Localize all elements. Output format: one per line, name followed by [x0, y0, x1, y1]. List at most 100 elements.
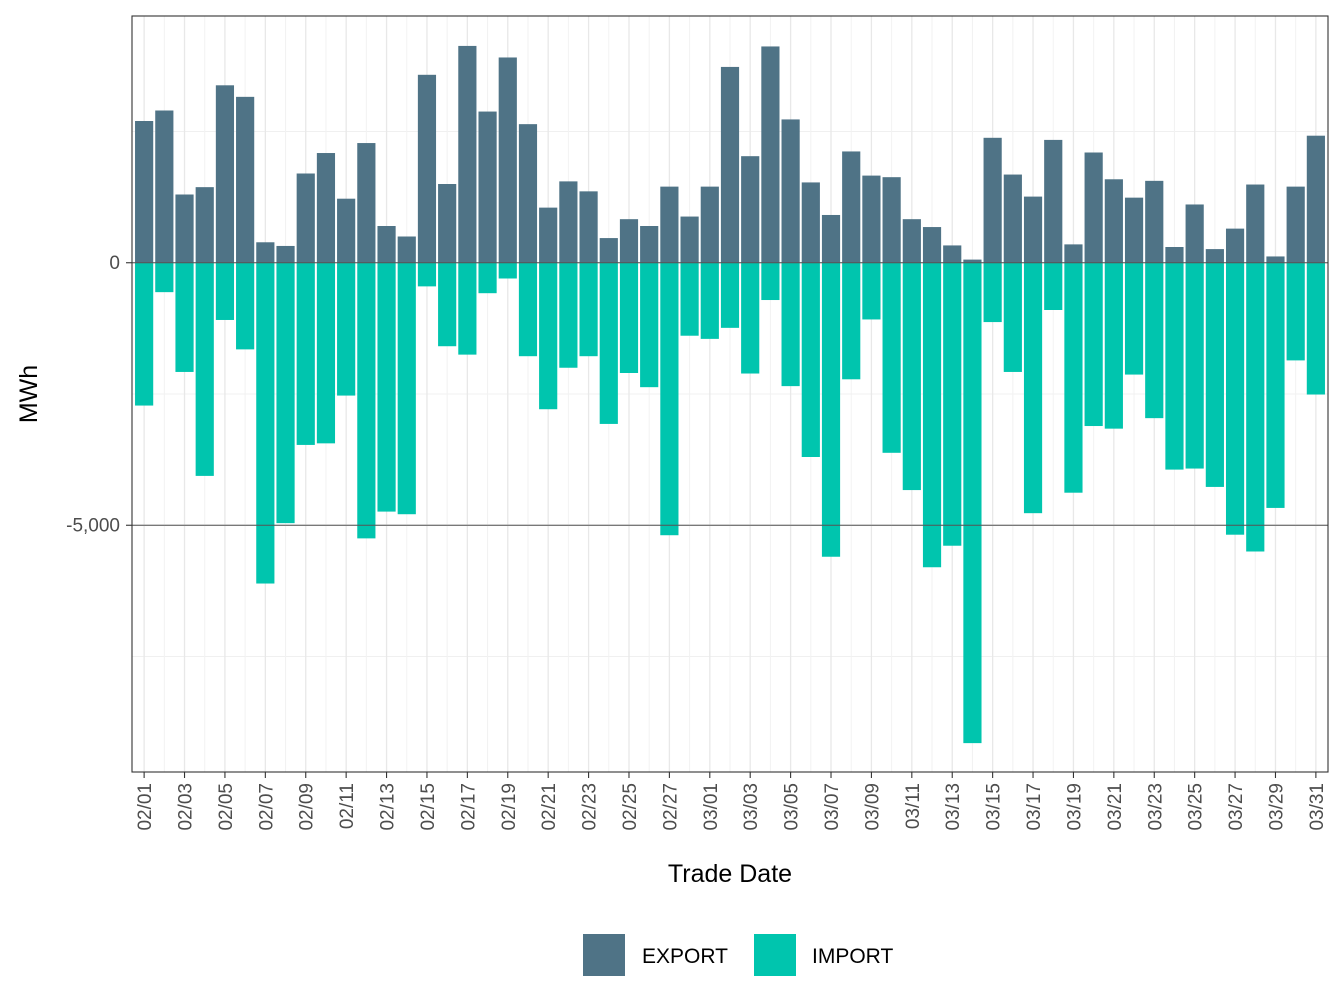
- bar-export-02-08: [276, 245, 295, 263]
- bar-import-03-12: [922, 262, 942, 568]
- bar-export-02-11: [337, 198, 356, 263]
- y-axis-title: MWh: [15, 365, 43, 423]
- x-tick-label: 02/27: [660, 783, 681, 831]
- bar-import-02-22: [559, 262, 578, 368]
- bar-export-02-16: [438, 184, 457, 263]
- bar-import-03-20: [1084, 262, 1103, 427]
- bar-import-02-11: [337, 262, 356, 396]
- bar-export-02-12: [357, 143, 376, 263]
- x-tick-label: 03/19: [1064, 783, 1085, 831]
- bar-export-02-06: [236, 96, 255, 263]
- bar-export-02-01: [135, 121, 154, 263]
- bar-import-02-02: [155, 262, 174, 293]
- bar-import-03-23: [1145, 262, 1164, 419]
- bar-export-03-09: [862, 175, 881, 263]
- x-tick-label: 03/31: [1307, 783, 1328, 831]
- bar-import-02-06: [236, 262, 255, 350]
- bar-export-02-02: [155, 110, 174, 263]
- bar-export-02-24: [599, 238, 618, 263]
- bar-export-03-25: [1185, 204, 1204, 263]
- bar-import-03-16: [1003, 262, 1022, 372]
- bar-import-03-07: [821, 262, 841, 557]
- bar-export-02-09: [296, 173, 315, 263]
- bar-import-02-14: [397, 262, 416, 515]
- panel-border: [131, 15, 1329, 773]
- bar-import-03-15: [983, 262, 1002, 323]
- bar-export-02-27: [660, 186, 679, 263]
- x-tick-label: 02/23: [580, 783, 601, 831]
- x-tick-label: 03/15: [984, 783, 1005, 831]
- bar-export-03-29: [1266, 256, 1285, 263]
- bar-export-03-10: [882, 177, 901, 263]
- bar-import-02-05: [215, 262, 235, 320]
- x-tick-label: 02/19: [499, 783, 520, 831]
- x-tick-label: 02/09: [297, 783, 318, 831]
- bar-import-03-05: [781, 262, 800, 387]
- x-tick-label: 02/07: [256, 783, 277, 831]
- bar-import-02-15: [417, 262, 437, 287]
- bar-export-03-19: [1064, 244, 1083, 263]
- bar-import-02-01: [135, 262, 154, 406]
- bar-import-03-03: [741, 262, 760, 374]
- bar-export-02-18: [478, 111, 497, 263]
- bar-export-02-10: [316, 153, 336, 263]
- bar-import-03-27: [1225, 262, 1245, 535]
- bar-import-03-19: [1064, 262, 1083, 493]
- x-tick-label: 03/27: [1226, 783, 1247, 831]
- bar-import-02-19: [498, 262, 517, 279]
- x-tick-label: 03/07: [822, 783, 843, 831]
- bar-import-03-06: [801, 262, 820, 457]
- bar-export-03-12: [922, 227, 942, 263]
- bar-import-02-24: [599, 262, 618, 424]
- bar-export-03-21: [1104, 179, 1123, 263]
- bar-export-02-07: [256, 242, 275, 263]
- bar-export-02-19: [498, 57, 517, 263]
- bar-import-03-30: [1286, 262, 1305, 361]
- legend-label-export: EXPORT: [642, 945, 728, 968]
- bar-export-02-13: [377, 226, 396, 263]
- bar-import-03-26: [1205, 262, 1224, 487]
- bar-import-02-21: [539, 262, 558, 410]
- bar-export-02-28: [680, 216, 699, 263]
- bar-import-03-11: [902, 262, 921, 491]
- bar-import-02-25: [619, 262, 639, 373]
- grid: [132, 16, 1328, 772]
- x-tick-label: 03/01: [701, 783, 722, 831]
- bar-export-02-21: [539, 207, 558, 263]
- y-tick-label: -5,000: [66, 515, 120, 536]
- x-axis-title: Trade Date: [668, 860, 792, 888]
- bar-import-02-07: [256, 262, 275, 584]
- bar-export-03-06: [801, 182, 820, 263]
- bar-export-03-18: [1044, 139, 1063, 263]
- bar-import-02-09: [296, 262, 315, 445]
- bar-import-02-27: [660, 262, 679, 536]
- x-tick-label: 02/17: [458, 783, 479, 831]
- bar-import-02-20: [518, 262, 538, 357]
- bar-export-03-22: [1124, 197, 1144, 263]
- bar-import-02-28: [680, 262, 699, 336]
- bar-export-02-03: [175, 194, 194, 263]
- bar-import-03-13: [943, 262, 962, 546]
- bar-export-03-01: [700, 186, 719, 263]
- bar-export-02-15: [417, 74, 437, 263]
- bar-export-02-23: [579, 191, 598, 263]
- bar-export-02-17: [458, 45, 477, 263]
- bar-import-03-25: [1185, 262, 1204, 469]
- x-tick-label: 02/21: [539, 783, 560, 831]
- bar-export-03-31: [1306, 135, 1325, 263]
- bar-import-02-26: [640, 262, 659, 388]
- bar-import-03-09: [862, 262, 881, 320]
- bar-import-03-14: [963, 262, 982, 744]
- x-tick-label: 03/05: [782, 783, 803, 831]
- bar-import-03-18: [1044, 262, 1063, 310]
- x-tick-label: 02/15: [418, 783, 439, 831]
- bar-export-03-03: [741, 156, 760, 263]
- x-tick-label: 03/25: [1186, 783, 1207, 831]
- bar-import-02-08: [276, 262, 295, 524]
- bar-export-03-11: [902, 219, 921, 263]
- bar-import-03-22: [1124, 262, 1144, 375]
- bar-export-03-04: [761, 46, 780, 263]
- bar-export-03-26: [1205, 249, 1224, 263]
- legend-swatch-export: [583, 934, 625, 976]
